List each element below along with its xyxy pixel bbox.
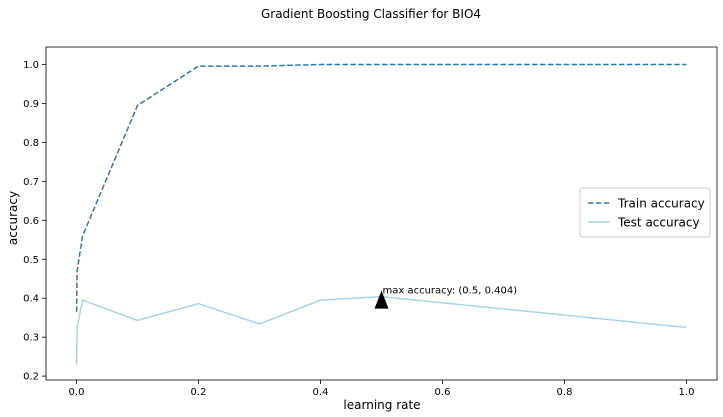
y-tick-label: 0.4 xyxy=(23,294,39,305)
y-tick-label: 0.2 xyxy=(23,372,39,383)
y-tick-label: 0.7 xyxy=(23,177,39,188)
y-tick-label: 0.9 xyxy=(23,99,39,110)
legend-box xyxy=(579,187,711,238)
max-accuracy-marker xyxy=(374,290,389,309)
legend-label-test: Test accuracy xyxy=(617,216,700,230)
series-line-train xyxy=(75,63,687,312)
x-tick-label: 0.2 xyxy=(191,387,207,398)
plot-area: 0.0 0.2 0.4 0.6 0.8 1.0 0.2 0.3 0.4 0.5 0.6 0.7 0.8 0… xyxy=(23,46,718,398)
x-tick-label: 0.4 xyxy=(313,387,329,398)
x-tick-label: 1.0 xyxy=(679,387,695,398)
x-tick-label: 0.0 xyxy=(69,387,85,398)
max-accuracy-annotation: max accuracy: (0.5, 0.404) xyxy=(383,286,518,297)
y-tick-label: 0.8 xyxy=(23,138,39,149)
x-tick-label: 0.6 xyxy=(435,387,451,398)
series-line-test xyxy=(75,295,687,365)
legend: Train accuracy Test accuracy xyxy=(579,187,711,238)
y-tick-label: 0.3 xyxy=(23,333,39,344)
y-axis-label: accuracy xyxy=(6,191,20,245)
axes-frame xyxy=(45,46,718,381)
chart-title: Gradient Boosting Classifier for BIO4 xyxy=(261,7,481,21)
y-tick-label: 0.5 xyxy=(23,255,39,266)
y-tick-label: 1.0 xyxy=(23,60,39,71)
x-tick-label: 0.8 xyxy=(557,387,573,398)
x-axis-label: learning rate xyxy=(343,398,420,412)
y-tick-label: 0.6 xyxy=(23,216,39,227)
legend-label-train: Train accuracy xyxy=(617,197,705,211)
